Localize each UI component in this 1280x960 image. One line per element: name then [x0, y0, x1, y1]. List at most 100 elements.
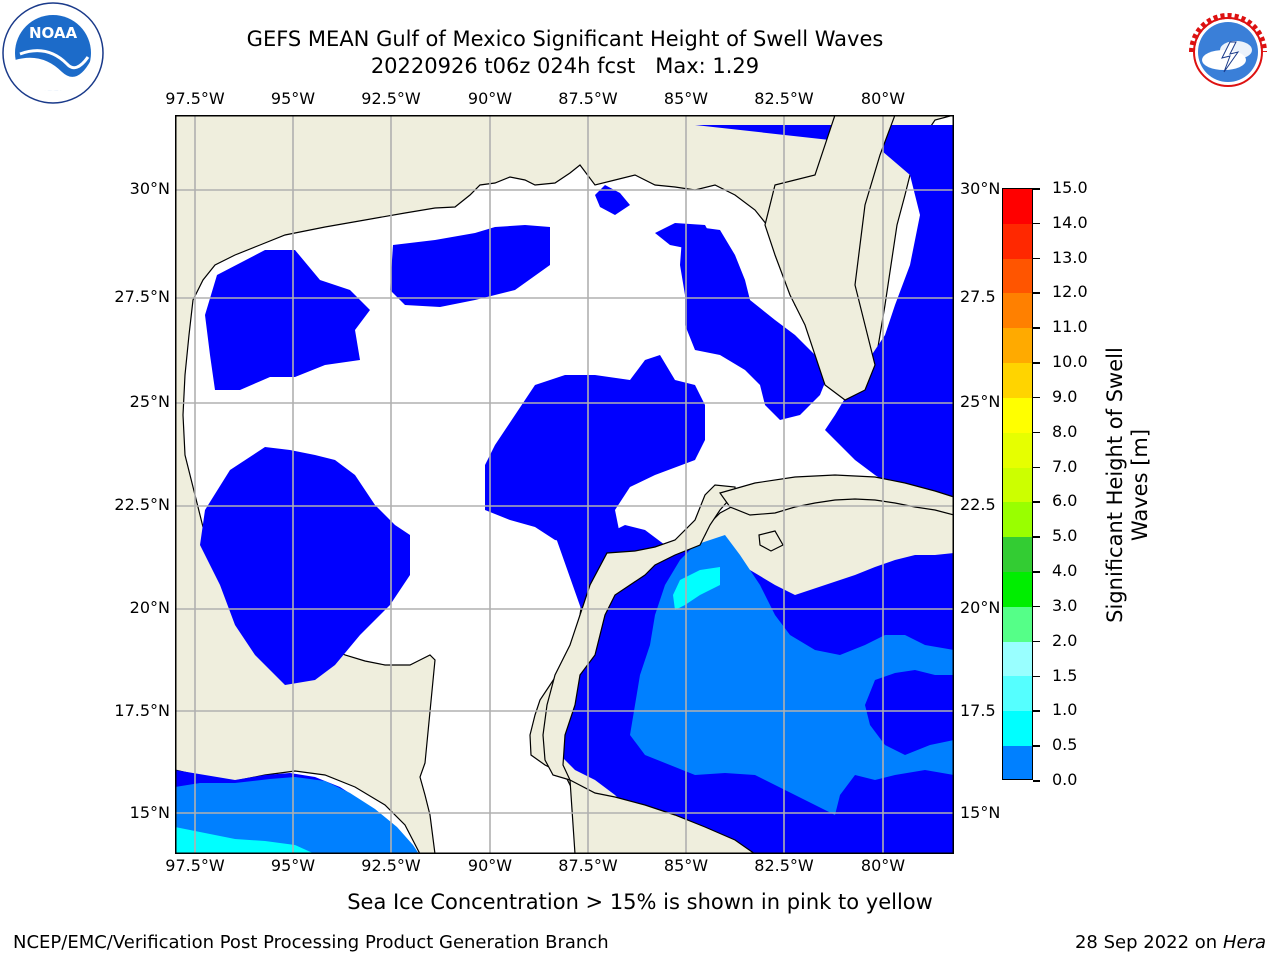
colorbar	[1002, 188, 1033, 780]
colorbar-band	[1003, 746, 1032, 779]
lon-tick-bottom: 92.5°W	[361, 856, 421, 875]
colorbar-tick-mark	[1033, 640, 1040, 643]
colorbar-band	[1003, 397, 1032, 433]
lon-tick-top: 92.5°W	[361, 89, 421, 108]
colorbar-tick-label: 2.0	[1052, 630, 1078, 650]
colorbar-tick-mark	[1033, 571, 1040, 573]
colorbar-tick-label: 1.5	[1052, 665, 1078, 685]
colorbar-label: Significant Height of Swell Waves [m]	[1103, 347, 1152, 623]
lon-tick-bottom: 82.5°W	[754, 856, 814, 875]
lon-tick-top: 80°W	[860, 89, 906, 108]
svg-text:NOAA: NOAA	[29, 24, 78, 42]
map-frame	[175, 115, 954, 854]
colorbar-tick-mark	[1033, 292, 1040, 294]
colorbar-tick-label: 0.0	[1052, 770, 1078, 789]
swell-0.5-1.0m	[175, 535, 954, 854]
lat-tick-right: 30°N	[960, 179, 1001, 198]
colorbar-tick-mark	[1033, 675, 1040, 678]
graticule	[175, 115, 954, 854]
lon-tick-bottom: 80°W	[860, 856, 906, 875]
swell-1.0-1.5m	[175, 567, 720, 854]
lon-tick-top: 95°W	[270, 89, 316, 108]
colorbar-tick-mark	[1033, 362, 1040, 364]
colorbar-tick-mark	[1033, 536, 1040, 538]
chart-subtitle: 20220926 t06z 024h fcst Max: 1.29	[370, 54, 760, 78]
lat-tick-left: 25°N	[129, 392, 170, 411]
land-masses	[542, 115, 954, 854]
colorbar-band	[1003, 363, 1032, 398]
colorbar-tick-mark	[1033, 222, 1040, 225]
lat-tick-left: 30°N	[129, 179, 170, 198]
colorbar-tick-mark	[1033, 431, 1040, 434]
lon-tick-bottom: 97.5°W	[165, 856, 225, 875]
lon-tick-top: 85°W	[663, 89, 709, 108]
lat-tick-right: 20°N	[960, 598, 1001, 617]
colorbar-band	[1003, 189, 1032, 224]
colorbar-tick-label: 9.0	[1052, 386, 1078, 406]
lat-tick-left: 20°N	[129, 598, 170, 617]
colorbar-tick-mark	[1033, 710, 1040, 712]
date-text: 28 Sep 2022 on	[1074, 932, 1218, 953]
colorbar-band	[1003, 571, 1032, 607]
colorbar-tick-label: 5.0	[1052, 526, 1078, 546]
colorbar-band	[1003, 641, 1032, 677]
colorbar-tick-mark	[1033, 605, 1040, 608]
colorbar-tick-mark	[1033, 327, 1040, 329]
lon-tick-bottom: 90°W	[467, 856, 513, 875]
chart-title: GEFS MEAN Gulf of Mexico Significant Hei…	[246, 27, 884, 51]
colorbar-tick-mark	[1033, 745, 1040, 747]
lat-tick-right: 22.5	[960, 495, 996, 514]
colorbar-tick-label: 10.0	[1052, 352, 1088, 372]
lat-tick-left: 27.5°N	[114, 287, 170, 306]
colorbar-band	[1003, 258, 1032, 294]
map-panel	[175, 115, 954, 854]
colorbar-band	[1003, 537, 1032, 572]
lon-tick-bottom: 85°W	[663, 856, 709, 875]
lon-tick-bottom: 87.5°W	[558, 856, 618, 875]
lat-tick-left: 22.5°N	[114, 495, 170, 514]
colorbar-tick-label: 12.0	[1052, 282, 1088, 302]
colorbar-tick-label: 3.0	[1052, 595, 1078, 615]
lon-tick-top: 82.5°W	[754, 89, 814, 108]
colorbar-tick-mark	[1033, 396, 1040, 399]
machine-name: Hera	[1222, 932, 1266, 953]
colorbar-band	[1003, 432, 1032, 468]
lon-tick-bottom: 95°W	[270, 856, 316, 875]
colorbar-tick-label: 6.0	[1052, 491, 1078, 511]
colorbar-tick-label: 4.0	[1052, 561, 1078, 581]
noaa-logo: NOAA	[2, 2, 104, 104]
credit-text: NCEP/EMC/Verification Post Processing Pr…	[13, 932, 609, 953]
lat-tick-left: 17.5°N	[114, 701, 170, 720]
colorbar-tick-mark	[1033, 466, 1040, 469]
colorbar-tick-label: 1.0	[1052, 700, 1078, 720]
lat-tick-right: 15°N	[960, 803, 1001, 822]
date-stamp: 28 Sep 2022 on Hera	[1075, 932, 1266, 953]
sea-ice-note-text: Sea Ice Concentration > 15% is shown in …	[347, 890, 933, 914]
lon-tick-top: 90°W	[467, 89, 513, 108]
colorbar-tick-label: 7.0	[1052, 456, 1078, 476]
colorbar-band	[1003, 328, 1032, 364]
colorbar-band	[1003, 606, 1032, 642]
lat-tick-left: 15°N	[129, 803, 170, 822]
lon-tick-top: 87.5°W	[558, 89, 618, 108]
colorbar-tick-mark	[1033, 257, 1040, 260]
lat-tick-right: 25°N	[960, 392, 1001, 411]
sea-ice-note: Sea Ice Concentration > 15% is shown in …	[0, 890, 1280, 914]
lat-tick-right: 27.5	[960, 287, 996, 306]
colorbar-tick-mark	[1033, 501, 1040, 503]
nws-logo	[1178, 2, 1278, 102]
colorbar-tick-label: 0.5	[1052, 735, 1078, 755]
colorbar-tick-label: 14.0	[1052, 212, 1088, 232]
colorbar-tick-mark	[1033, 780, 1040, 782]
colorbar-band	[1003, 293, 1032, 329]
colorbar-band	[1003, 467, 1032, 503]
colorbar-tick-label: 13.0	[1052, 247, 1088, 267]
colorbar-band	[1003, 223, 1032, 259]
colorbar-band	[1003, 676, 1032, 712]
colorbar-tick-label: 8.0	[1052, 421, 1078, 441]
lon-tick-top: 97.5°W	[165, 89, 225, 108]
swell-height-map	[175, 115, 954, 854]
lat-tick-right: 17.5	[960, 701, 996, 720]
colorbar-tick-mark	[1033, 188, 1040, 190]
colorbar-tick-label: 15.0	[1052, 178, 1088, 197]
